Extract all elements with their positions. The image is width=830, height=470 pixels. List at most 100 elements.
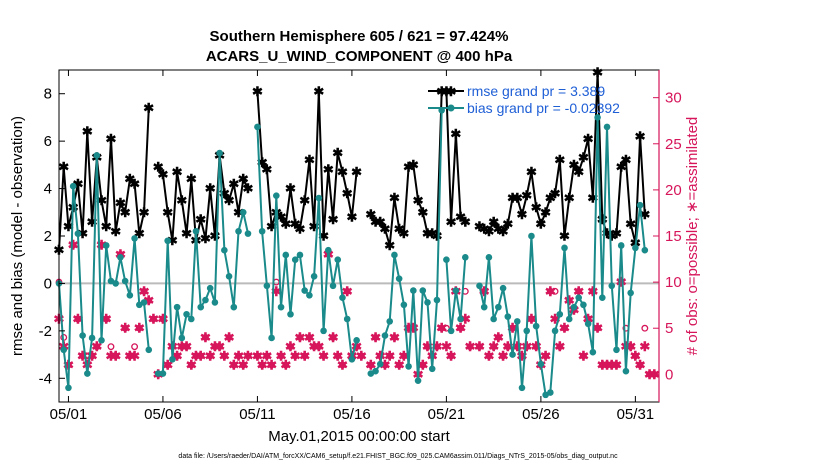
obs-assimilated-marker-32: ✱ — [205, 348, 216, 363]
obs-possible-marker-34 — [216, 343, 224, 351]
obs-assimilated-marker-96: ✱ — [521, 339, 532, 354]
bias-point-1-11 — [206, 284, 214, 292]
rmse-point-3-11: ✱ — [417, 205, 428, 220]
bias-point-5-23 — [584, 320, 592, 328]
y2-tick-label-6: 30 — [665, 90, 682, 107]
bias-point-2-8 — [291, 256, 299, 264]
bias-point-5-0 — [476, 282, 483, 290]
bias-point-0-5 — [79, 332, 86, 339]
obs-assimilated-marker-57: ✱ — [328, 330, 339, 345]
bias-point-3-3 — [381, 332, 389, 339]
rmse-point-5-5: ✱ — [498, 224, 509, 239]
bias-point-1-17 — [235, 227, 242, 235]
bias-point-1-18 — [239, 208, 247, 216]
obs-assimilated-marker-19: ✱ — [143, 293, 154, 308]
rmse-point-1-6: ✱ — [181, 226, 192, 241]
bias-point-0-2 — [65, 384, 72, 392]
obs-assimilated-marker-65: ✱ — [370, 330, 381, 345]
obs-assimilated-marker-50: ✱ — [294, 330, 305, 345]
obs-possible-marker-41 — [253, 352, 261, 360]
rmse-point-5-8: ✱ — [512, 191, 523, 206]
rmse-point-5-12: ✱ — [531, 200, 542, 215]
obs-assimilated-marker-95: ✱ — [517, 348, 528, 363]
bias-point-0-13 — [117, 254, 124, 261]
bias-point-1-10 — [202, 296, 209, 304]
obs-assimilated-marker-25: ✱ — [172, 348, 183, 363]
obs-possible-marker-100 — [542, 352, 550, 360]
bias-point-5-28 — [608, 282, 616, 290]
rmse-point-5-31: ✱ — [620, 153, 631, 168]
obs-possible-marker-63 — [357, 352, 365, 360]
x-axis: 05/01 05/06 05/11 05/16 05/21 05/26 05/31 — [50, 70, 654, 423]
obs-assimilated-marker-22: ✱ — [157, 312, 168, 327]
obs-possible-marker-27 — [183, 343, 191, 351]
obs-possible-marker-38 — [235, 352, 242, 360]
rmse-point-3-7: ✱ — [398, 226, 409, 241]
obs-possible-marker-88 — [485, 352, 493, 360]
bias-point-0-10 — [102, 242, 110, 249]
bias-point-5-21 — [575, 294, 582, 301]
rmse-point-3-8: ✱ — [403, 160, 414, 175]
rmse-point-3-3: ✱ — [380, 221, 391, 236]
obs-assimilated-marker-70: ✱ — [394, 358, 405, 373]
obs-assimilated-marker-111: ✱ — [592, 321, 603, 336]
bias-point-5-18 — [561, 244, 568, 252]
bias-point-3-1 — [372, 367, 379, 375]
obs-possible-marker-112 — [598, 361, 606, 369]
bias-point-5-12 — [532, 322, 540, 330]
rmse-point-2-7: ✱ — [285, 181, 296, 196]
obs-assimilated-marker-53: ✱ — [309, 339, 320, 354]
obs-possible-marker-58 — [334, 352, 342, 360]
bias-point-1-7 — [187, 315, 195, 323]
obs-possible-marker-116 — [617, 278, 625, 286]
bias-point-2-13 — [315, 194, 323, 202]
bias-point-2-9 — [296, 251, 304, 259]
obs-assimilated-marker-63: ✱ — [356, 348, 367, 363]
obs-possible-marker-43 — [263, 352, 271, 360]
rmse-point-1-17: ✱ — [233, 205, 244, 220]
obs-possible-marker-102 — [551, 287, 559, 295]
obs-possible-marker-36 — [225, 333, 233, 341]
bias-point-0-16 — [131, 235, 138, 242]
bias-point-3-7 — [400, 301, 408, 309]
rmse-point-2-8: ✱ — [290, 217, 301, 232]
y-axis-right: 0 5 10 15 20 25 30 — [653, 70, 682, 402]
bias-point-5-5 — [499, 284, 507, 292]
obs-assimilated-marker-97: ✱ — [526, 312, 537, 327]
bias-point-5-6 — [504, 313, 512, 320]
obs-assimilated-marker-29: ✱ — [191, 348, 202, 363]
y-axis-left: -4 -2 0 2 4 6 8 — [39, 86, 65, 387]
rmse-point-5-15: ✱ — [545, 191, 556, 206]
rmse-point-2-17: ✱ — [332, 146, 343, 161]
rmse-point-5-17: ✱ — [554, 153, 565, 168]
obs-assimilated-marker-12: ✱ — [110, 348, 121, 363]
bias-point-0-18 — [140, 299, 148, 306]
rmse-point-5-20: ✱ — [569, 157, 580, 172]
bias-point-0-1 — [60, 346, 68, 354]
rmse-point-3-6: ✱ — [394, 221, 405, 236]
rmse-point-1-9: ✱ — [195, 212, 206, 227]
rmse-point-2-10: ✱ — [299, 193, 310, 208]
rmse-point-5-6: ✱ — [502, 217, 513, 232]
bias-line-segment-2 — [256, 126, 358, 361]
bias-point-1-8 — [192, 227, 200, 235]
bias-point-5-11 — [528, 232, 535, 240]
bias-point-1-0 — [154, 370, 162, 377]
obs-assimilated-marker-64: ✱ — [365, 358, 376, 373]
obs-possible-marker-44 — [268, 361, 276, 369]
bias-point-1-12 — [211, 299, 219, 306]
obs-assimilated-marker-44: ✱ — [266, 358, 277, 373]
obs-assimilated-marker-90: ✱ — [493, 330, 504, 345]
obs-assimilated-marker-100: ✱ — [540, 348, 551, 363]
bias-point-2-3 — [268, 334, 275, 342]
obs-assimilated-marker-104: ✱ — [559, 321, 570, 336]
rmse-point-0-6: ✱ — [82, 124, 93, 139]
bias-point-0-15 — [126, 291, 134, 299]
x-axis-label: May.01,2015 00:00:00 start — [268, 428, 450, 445]
bias-point-1-2 — [164, 237, 171, 245]
bias-point-3-10 — [414, 377, 422, 384]
obs-possible-marker-83 — [457, 324, 465, 332]
rmse-point-5-34: ✱ — [635, 129, 646, 144]
obs-possible-marker-103 — [556, 343, 564, 351]
rmse-point-5-10: ✱ — [521, 188, 532, 203]
